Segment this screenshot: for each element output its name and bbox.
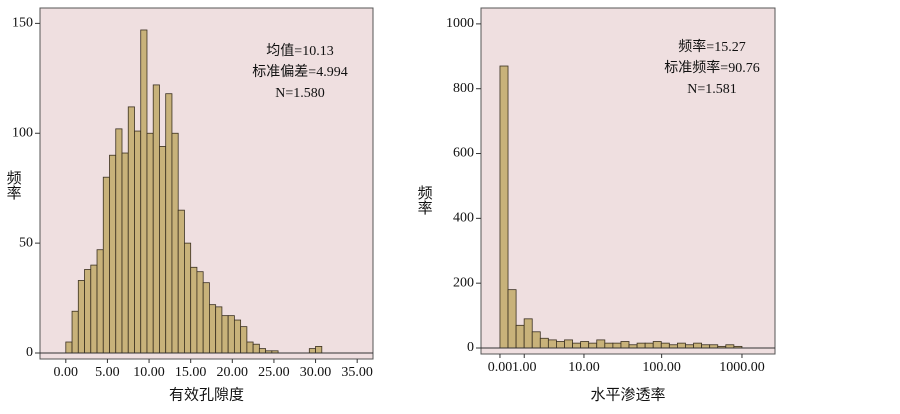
bar [221,315,229,354]
bar [165,93,173,354]
x-tick-label: 0.00 [54,365,79,380]
bar [612,342,622,349]
annotation: N=1.580 [275,86,325,101]
bar [580,341,590,349]
y-tick-label: 0 [26,345,33,360]
y-tick-label: 600 [453,146,474,161]
y-tick-label: 200 [453,275,474,290]
bar [258,348,267,354]
bar [134,130,142,354]
y-axis-label: 频率 [416,185,433,215]
bar [596,339,606,349]
bar [547,339,557,349]
y-tick-label: 1000 [446,16,474,31]
annotation: 均值=10.13 [266,43,333,59]
x-tick-label: 1.00 [512,360,537,375]
bar [652,341,662,349]
bar [152,84,160,354]
bar [636,342,646,349]
x-axis-label: 有效孔隙度 [169,386,244,403]
bar [644,342,654,349]
bar [140,29,148,354]
bar [240,326,248,354]
y-tick-label: 400 [453,211,474,226]
bar [102,176,110,354]
bar [202,282,210,354]
bar [171,132,179,354]
bar [315,346,323,354]
y-tick-label: 800 [453,81,474,96]
x-tick-label: 1000.00 [719,360,765,375]
bar [246,341,254,354]
x-tick-label: 30.00 [300,365,332,380]
x-tick-label: 0.00 [488,360,513,375]
x-tick-label: 20.00 [217,365,249,380]
bar [71,310,79,354]
x-tick-label: 10.00 [568,360,600,375]
bar [84,269,92,354]
bar [556,341,565,349]
bar [215,306,223,354]
bar [539,337,549,349]
bar [127,106,135,354]
annotation: 标准偏差=4.994 [252,64,347,80]
bar [308,348,316,354]
bar [159,146,167,354]
bar [96,249,104,354]
bar [146,132,154,354]
x-tick-label: 15.00 [175,365,207,380]
plot-area [480,7,776,355]
annotation: 频率=15.27 [678,38,745,55]
bar [588,342,598,349]
bar [65,341,73,354]
bar [693,342,703,349]
bar [507,289,517,349]
bar [190,266,198,354]
bar [677,342,686,349]
bar [184,242,192,354]
annotation: N=1.581 [687,82,737,97]
annotation: 标准频率=90.76 [664,59,759,76]
y-axis-label: 频率 [5,170,22,200]
x-tick-label: 10.00 [133,365,165,380]
bar [77,280,85,354]
x-tick-label: 35.00 [341,365,373,380]
bar [572,342,582,349]
bar [233,319,242,354]
bar [227,315,235,354]
bar [252,343,260,354]
bar [109,154,117,354]
bar [499,65,509,349]
bar [177,209,185,354]
bar [90,264,98,354]
bar [115,128,123,354]
bar [531,331,541,349]
y-tick-label: 150 [12,16,33,31]
x-tick-label: 100.00 [642,360,681,375]
y-tick-label: 0 [467,340,474,355]
bar [121,152,129,354]
bar [515,324,525,349]
bar [620,341,630,349]
x-tick-label: 5.00 [95,365,120,380]
y-tick-label: 50 [19,235,33,250]
x-axis-label: 水平渗透率 [590,386,665,403]
bar [196,271,204,354]
y-tick-label: 100 [12,125,33,140]
bar [660,342,670,349]
bar [209,304,217,354]
bar [523,318,533,349]
bar [604,342,614,349]
bar [564,339,573,349]
x-tick-label: 25.00 [258,365,290,380]
